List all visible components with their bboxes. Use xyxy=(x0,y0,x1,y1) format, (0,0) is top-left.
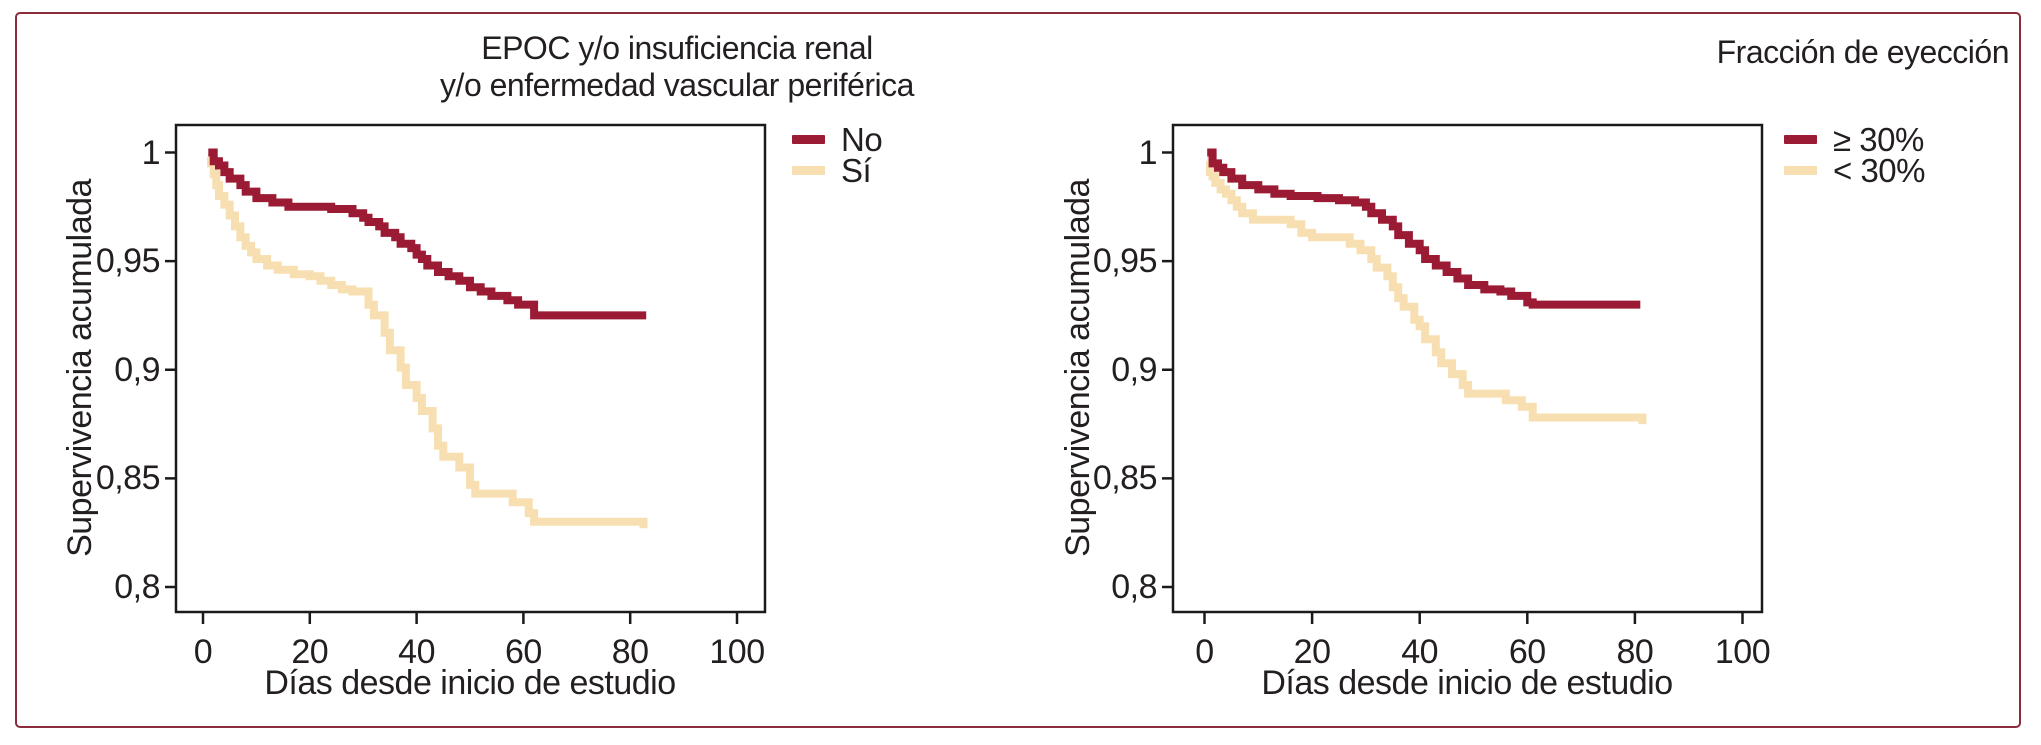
legend-item: < 30% xyxy=(1784,152,1926,189)
legend-label: Sí xyxy=(841,151,872,189)
x-tick-label: 0 xyxy=(193,633,213,671)
legend-label: No xyxy=(841,120,883,158)
survival-curve-S xyxy=(207,152,648,529)
left-x-axis-label: Días desde inicio de estudio xyxy=(264,664,676,702)
survival-curve-30% xyxy=(1207,148,1641,309)
x-tick-label: 40 xyxy=(1401,633,1439,671)
legend-label: < 30% xyxy=(1833,151,1926,189)
left-legend: No Sí xyxy=(792,121,883,189)
figure-frame xyxy=(15,12,2021,728)
y-tick-label: 0,9 xyxy=(114,350,160,389)
legend-item: No xyxy=(792,121,883,158)
legend-item: Sí xyxy=(792,152,882,189)
x-tick-label: 20 xyxy=(291,633,329,671)
legend-swatch-lt30 xyxy=(1784,166,1817,175)
legend-swatch-ge30 xyxy=(1784,135,1817,144)
legend-label: ≥ 30% xyxy=(1833,120,1924,158)
x-tick-label: 40 xyxy=(398,633,435,671)
x-tick-label: 80 xyxy=(1616,633,1654,671)
right-x-axis-label: Días desde inicio de estudio xyxy=(1261,664,1673,702)
x-tick-label: 0 xyxy=(1195,633,1214,671)
right-legend: ≥ 30% < 30% xyxy=(1784,121,1926,189)
y-tick-label: 0,95 xyxy=(95,242,161,281)
left-chart-title-line1: EPOC y/o insuficiencia renal xyxy=(481,30,873,66)
x-tick-label: 60 xyxy=(504,633,542,671)
x-tick-label: 80 xyxy=(611,633,649,671)
y-tick-label: 0,8 xyxy=(1111,568,1157,606)
left-chart-title: EPOC y/o insuficiencia renal y/o enferme… xyxy=(377,30,977,104)
y-tick-label: 0,9 xyxy=(1111,350,1157,389)
y-tick-label: 0,85 xyxy=(95,459,161,498)
legend-item: ≥ 30% xyxy=(1784,121,1925,158)
right-chart-title: Fracción de eyección xyxy=(1409,34,2010,71)
legend-swatch-no xyxy=(792,135,825,144)
x-tick-label: 100 xyxy=(709,633,765,671)
y-tick-label: 0,8 xyxy=(114,568,160,606)
x-tick-label: 20 xyxy=(1293,633,1331,671)
y-tick-label: 1 xyxy=(1138,133,1158,172)
x-tick-label: 100 xyxy=(1714,633,1771,671)
right-chart-title-line1: Fracción de eyección xyxy=(1716,34,2010,70)
y-tick-label: 1 xyxy=(141,133,161,172)
survival-curve-No xyxy=(208,148,647,320)
y-tick-label: 0,95 xyxy=(1092,242,1158,281)
legend-swatch-si xyxy=(792,166,825,175)
left-chart-title-line2: y/o enfermedad vascular periférica xyxy=(440,67,914,103)
plot-border xyxy=(1171,123,1764,614)
survival-curve-30% xyxy=(1205,157,1647,425)
x-tick-label: 60 xyxy=(1508,633,1546,671)
y-tick-label: 0,85 xyxy=(1092,459,1158,498)
